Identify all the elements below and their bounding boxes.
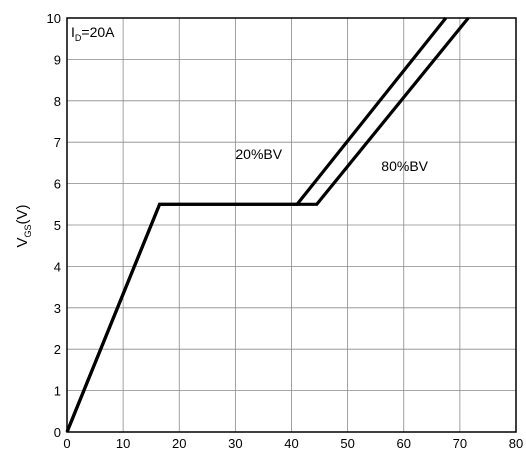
condition-main: I — [71, 24, 75, 40]
y-tick-label: 9 — [54, 52, 61, 67]
series-labels: 20%BV 80%BV — [235, 146, 428, 174]
plot-frame — [66, 17, 517, 433]
x-tick-label: 60 — [397, 436, 411, 451]
x-tick-label: 70 — [453, 436, 467, 451]
y-tick-label: 4 — [54, 259, 61, 274]
y-tick-label: 2 — [54, 342, 61, 357]
x-tick-label: 40 — [284, 436, 298, 451]
y-axis-label-unit: (V) — [14, 204, 31, 224]
x-tick-labels: 0 10 20 30 40 50 60 70 80 — [63, 436, 523, 451]
y-axis-label: VGS(V) — [14, 204, 33, 247]
grid-lines — [67, 18, 516, 432]
y-tick-label: 6 — [54, 177, 61, 192]
series-label: 80%BV — [381, 158, 428, 174]
y-tick-label: 0 — [54, 425, 61, 440]
y-tick-label: 3 — [54, 301, 61, 316]
x-tick-label: 30 — [228, 436, 242, 451]
x-tick-label: 50 — [340, 436, 354, 451]
y-tick-label: 7 — [54, 135, 61, 150]
x-tick-label: 80 — [509, 436, 523, 451]
series-label: 20%BV — [235, 146, 282, 162]
y-tick-label: 1 — [54, 384, 61, 399]
x-tick-label: 0 — [63, 436, 70, 451]
x-tick-label: 10 — [116, 436, 130, 451]
y-axis-label-sub: GS — [23, 224, 33, 237]
x-tick-label: 20 — [172, 436, 186, 451]
y-tick-label: 5 — [54, 218, 61, 233]
y-tick-label: 8 — [54, 94, 61, 109]
series-lines — [65, 16, 470, 433]
series-line — [65, 16, 470, 433]
y-tick-labels: 0 1 2 3 4 5 6 7 8 9 10 — [47, 11, 61, 440]
condition-sub: D — [75, 33, 82, 43]
y-axis-label-main: V — [14, 238, 31, 248]
condition-label: ID=20A — [71, 24, 115, 43]
y-tick-label: 10 — [47, 11, 61, 26]
condition-rest: =20A — [81, 24, 115, 40]
